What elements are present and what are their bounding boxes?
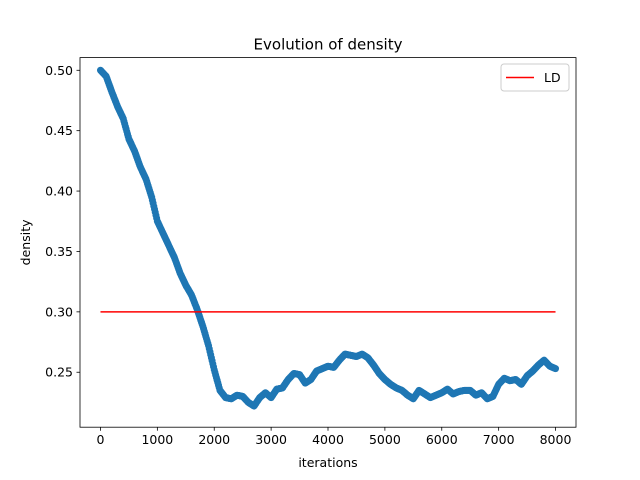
chart-title: Evolution of density: [254, 36, 403, 54]
x-tick-label: 2000: [198, 432, 230, 447]
y-tick-label: 0.30: [45, 304, 73, 319]
x-tick-label: 7000: [483, 432, 515, 447]
x-tick-label: 0: [97, 432, 105, 447]
y-tick-label: 0.40: [45, 184, 73, 199]
x-tick-label: 5000: [369, 432, 401, 447]
y-tick-label: 0.25: [45, 365, 73, 380]
x-tick-label: 4000: [312, 432, 344, 447]
x-tick-label: 8000: [540, 432, 572, 447]
data-layer: [96, 66, 560, 410]
y-tick-label: 0.45: [45, 123, 73, 138]
x-axis-label: iterations: [298, 455, 357, 470]
legend-label-ld: LD: [544, 70, 561, 85]
scatter-series: [96, 66, 560, 410]
y-axis-label: density: [18, 219, 33, 265]
axis-layer: 0 1000 2000 3000 4000 5000 6000 7000 8000 0.25 0.3…: [45, 63, 571, 447]
x-tick-label: 3000: [255, 432, 287, 447]
x-tick-label: 1000: [141, 432, 173, 447]
legend-box: [500, 63, 570, 92]
y-tick-label: 0.35: [45, 244, 73, 259]
legend: LD: [500, 63, 570, 92]
y-tick-label: 0.50: [45, 63, 73, 78]
data-point: [552, 365, 560, 373]
x-tick-label: 6000: [426, 432, 458, 447]
